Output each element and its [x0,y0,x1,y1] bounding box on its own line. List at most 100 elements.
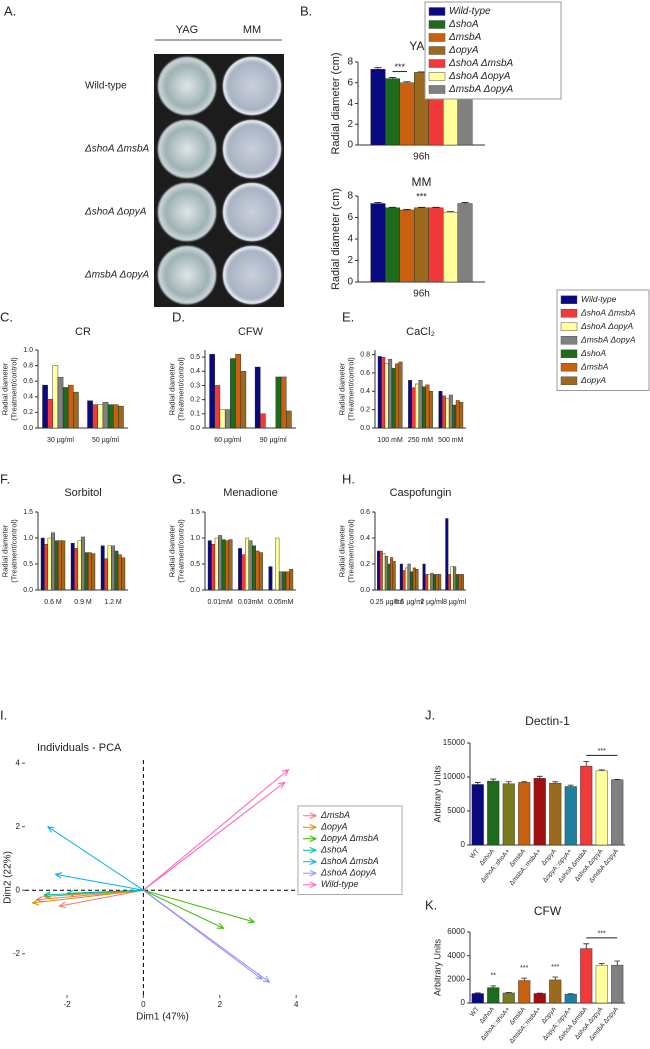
y-tick-label: 15000 [443,738,466,747]
vector-arrow [143,889,223,928]
row-label: ΔshoA ΔopyA [84,207,147,218]
x-tick-label: 0.6 M [44,599,62,606]
bar [533,993,546,1004]
legend-swatch [428,7,446,16]
legend-label: ΔmsbA [580,362,609,372]
bar [438,574,442,591]
panel-label: G. [172,471,186,486]
bar [211,544,216,591]
bar [533,778,546,846]
legend-swatch [428,59,446,68]
y-tick-label: 0.0 [23,587,33,594]
bar [549,782,562,846]
bar [502,783,515,846]
column-label: MM [243,24,261,36]
y-axis-label: Radial diameter [337,524,346,577]
error-bar [614,960,621,966]
legend-swatch [560,309,578,318]
plate [221,118,283,180]
bar [104,558,109,591]
bar [379,550,383,591]
bar [62,387,69,429]
bar [278,571,283,591]
error-bar [583,943,590,949]
y-axis-label: (Treatment/control) [346,519,355,583]
plate [156,118,218,180]
bar [258,552,263,591]
legend-label: ΔshoA ΔmsbA [580,308,636,318]
error-bar [388,206,397,208]
bar [61,540,66,591]
y-tick-label: 0.0 [360,587,370,594]
x-tick-label: 8 µg/ml [443,599,467,606]
bar [209,354,215,429]
panel-label: K. [425,897,437,912]
bar [87,400,93,429]
bar [255,550,260,591]
bar [595,964,608,1004]
bar [391,368,396,429]
legend-swatch [560,376,578,385]
legend-label: ΔmsbA ΔopyA [448,84,514,95]
x-tick-label: 2 µg/ml [420,599,444,606]
row-label: ΔmsbA ΔopyA [84,270,150,281]
x-tick-label: 500 mM [438,437,463,444]
x-tick-label: 250 mM [408,437,433,444]
error-bar [552,976,559,980]
bar [425,384,430,429]
column-label: YAG [176,24,198,36]
y-axis-label: Dim2 (22%) [3,851,14,904]
bar [458,574,462,591]
bar [235,354,241,429]
y-axis-label: Arbitrary Units [432,765,442,823]
chart-title: Sorbitol [64,487,101,499]
vector-arrow [56,874,144,891]
bar [580,765,593,846]
bar [228,539,233,591]
bar [102,402,109,429]
bar [611,779,624,846]
bar [595,770,608,846]
bar [74,548,79,591]
error-bar [403,209,411,210]
bar [111,545,115,591]
bar [275,537,280,591]
error-bar [598,769,605,771]
bar [430,572,434,591]
bar [47,537,52,591]
y-tick-label: 6000 [447,927,465,936]
bar [453,566,457,591]
y-tick-label: 4 [16,758,21,767]
y-tick-label: 1.0 [190,535,200,542]
bar [564,993,577,1004]
bar [392,561,396,591]
legend-label: ΔmsbA [320,810,350,820]
bar [207,540,212,591]
y-tick-label: 0.5 [190,354,200,361]
plate [156,55,218,117]
chart-title: CFW [238,326,264,338]
error-bar [474,782,481,785]
legend-label: ΔshoA [320,845,348,855]
error-bar [461,202,469,204]
legend-swatch [428,20,446,29]
y-axis-label: (Treatment/control) [9,519,18,583]
bar [447,574,451,591]
vector-arrow [143,889,269,982]
significance-label: *** [598,748,606,755]
significance-label: *** [416,192,427,202]
bar [245,537,249,591]
bar [252,545,256,591]
x-tick-label: WT [469,848,481,860]
x-tick-label: 0.5 µg/ml [395,599,424,606]
legend-box [424,1,562,100]
legend-swatch [428,72,446,81]
bar [390,557,394,591]
bar [289,569,294,591]
bar [502,992,515,1004]
error-bar [521,977,528,981]
y-tick-label: 1.5 [23,509,33,516]
y-axis-label: Radial diameter [0,524,9,577]
